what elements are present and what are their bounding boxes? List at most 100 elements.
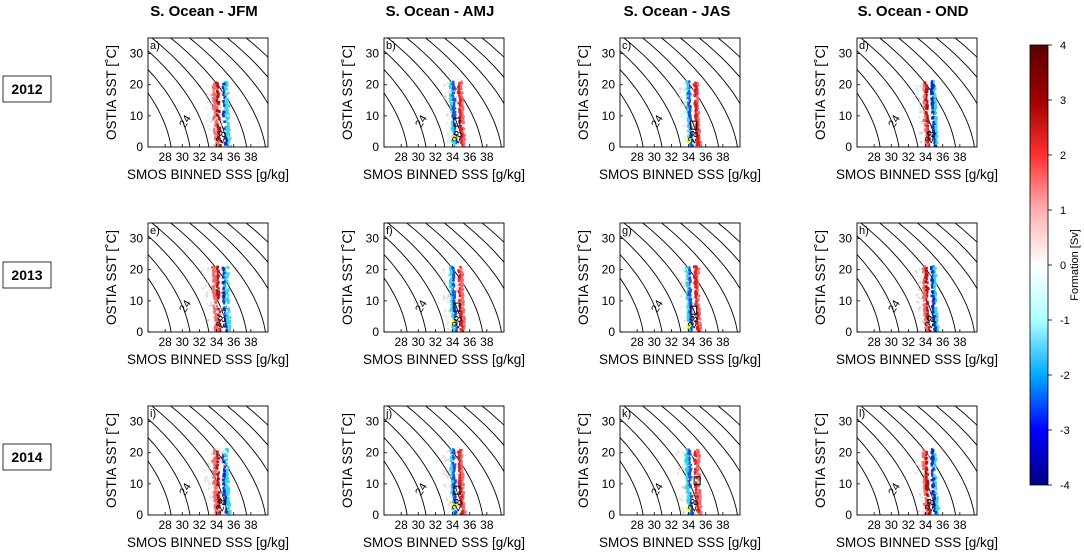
formation-cell [919,494,922,497]
formation-field [914,80,939,147]
x-tick-label: 32 [902,335,916,349]
formation-cell [224,298,227,302]
formation-cell [449,102,453,105]
formation-cell [923,265,927,268]
contour-label-24: 24 [886,481,903,498]
formation-cell [688,484,691,487]
formation-cell [216,483,219,487]
formation-cell [461,325,465,329]
formation-cell [695,281,698,285]
formation-cell [686,86,690,89]
formation-cell [214,483,217,486]
sigma-contour [916,406,977,473]
formation-cell [442,98,445,101]
y-axis-label: OSTIA SST [˚C] [340,45,355,140]
formation-cell [922,284,926,288]
formation-cell [696,497,699,501]
formation-cell [924,505,927,508]
y-tick-label: 10 [839,294,853,308]
formation-cell [445,315,448,318]
formation-cell [688,80,691,83]
formation-cell [694,272,698,275]
colorbar-tick-label: 1 [1060,205,1066,217]
formation-cell [930,294,933,298]
formation-cell [696,312,699,315]
formation-cell [213,300,217,304]
y-tick-label: 30 [130,232,144,246]
formation-cell [216,91,220,95]
formation-cell [212,503,215,506]
formation-cell [217,321,220,325]
panel-letter: c) [622,40,631,52]
formation-cell [934,116,938,119]
formation-cell [226,304,229,307]
formation-cell [686,456,689,460]
formation-cell [214,498,217,501]
formation-cell [931,285,934,289]
formation-cell [922,286,925,290]
formation-cell [449,267,452,271]
formation-cell [462,140,465,144]
formation-cell [449,495,452,498]
formation-cell [452,473,455,477]
formation-cell [227,282,230,286]
row-label-2014-box [2,443,52,471]
formation-cell [687,116,690,120]
formation-cell [213,309,217,313]
formation-cell [447,309,450,312]
formation-cell [225,288,228,292]
formation-cell [214,123,217,127]
y-tick-label: 30 [130,47,144,61]
formation-cell [217,323,220,326]
formation-cell [456,135,459,138]
formation-cell [683,279,687,282]
formation-cell [924,309,927,313]
column-title-jfm: S. Ocean - JFM [150,3,258,20]
formation-cell [455,85,458,88]
formation-cell [687,450,691,454]
formation-cell [450,484,454,488]
formation-cell [209,302,212,305]
formation-field [914,265,940,332]
formation-cell [452,299,455,303]
yellow-marker [451,320,456,326]
formation-cell [201,276,204,279]
formation-cell [227,320,230,323]
formation-cell [693,459,696,462]
formation-cell [695,320,698,323]
sigma-contour [384,460,408,515]
y-tick-label: 10 [602,109,616,123]
formation-cell [919,111,922,114]
formation-cell [459,469,463,473]
formation-cell [223,301,226,305]
formation-cell [448,84,452,88]
formation-cell [934,120,938,124]
y-axis-label: OSTIA SST [˚C] [340,230,355,325]
formation-cell [205,295,208,298]
formation-cell [217,287,220,290]
contour-label-24: 24 [177,481,194,498]
formation-cell [453,497,456,501]
formation-cell [222,90,226,94]
formation-cell [691,84,694,87]
formation-cell [218,110,221,113]
formation-cell [457,101,460,105]
formation-cell [688,276,692,280]
formation-cell [463,317,466,320]
formation-cell [457,450,460,454]
formation-cell [925,308,929,312]
formation-cell [223,469,227,473]
formation-cell [449,99,452,102]
formation-cell [697,492,700,495]
formation-cell [930,506,933,509]
formation-cell [923,81,927,84]
formation-cell [695,476,698,480]
formation-cell [204,122,207,125]
formation-cell [934,274,937,278]
formation-cell [215,107,218,110]
formation-cell [699,492,702,496]
formation-cell [455,510,458,514]
formation-cell [224,458,227,462]
formation-cell [451,125,455,128]
colorbar-tick-label: -1 [1060,315,1070,327]
